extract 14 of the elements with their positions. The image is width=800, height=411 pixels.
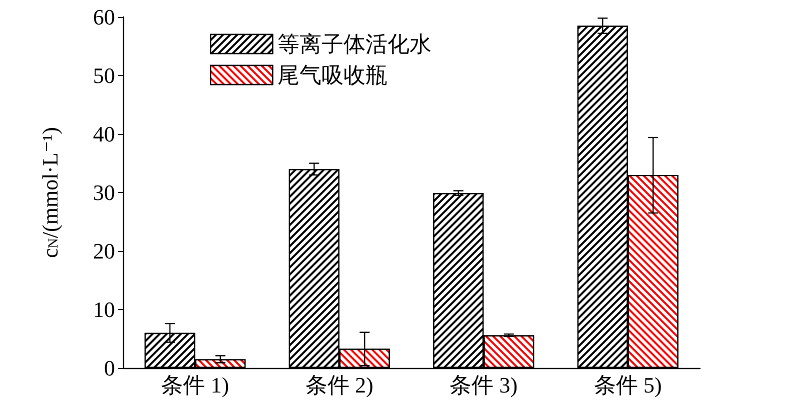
y-tick-label: 50 [93,63,115,88]
y-tick-label: 0 [104,356,115,380]
legend-label: 尾气吸收瓶 [278,62,388,88]
y-tick-label: 30 [93,180,115,205]
x-tick-label: 条件 5) [594,372,662,398]
y-tick-label: 60 [93,4,115,30]
y-tick-label: 40 [93,122,115,146]
x-tick-label: 条件 2) [305,372,374,398]
x-tick-label: 条件 1) [161,372,230,398]
y-tick-label: 10 [93,297,115,322]
x-tick-label: 条件 3) [450,372,518,398]
y-tick-label: 20 [93,238,115,264]
y-axis-title: cN/(mmol·L⁻¹) [38,127,62,258]
legend-label: 等离子体活化水 [278,32,432,56]
